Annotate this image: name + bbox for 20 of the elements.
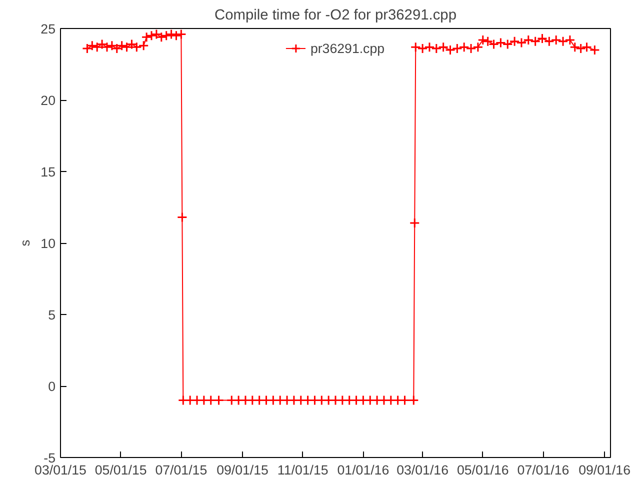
x-tick-label: 05/01/16 — [456, 462, 509, 478]
chart-title: Compile time for -O2 for pr36291.cpp — [214, 8, 456, 24]
y-tick-label: -5 — [44, 450, 56, 466]
x-tick-label: 03/01/16 — [396, 462, 448, 478]
x-tick-label: 03/01/15 — [34, 462, 86, 478]
y-tick-label: 5 — [48, 308, 56, 322]
y-tick-label: 0 — [48, 379, 56, 394]
y-tick-label: 15 — [40, 164, 56, 180]
y-tick-label: 10 — [40, 236, 56, 251]
y-axis-title: s — [18, 239, 33, 246]
legend-label: pr36291.cpp — [310, 40, 385, 56]
x-tick-label: 07/01/15 — [155, 462, 208, 478]
x-tick-label: 01/01/16 — [337, 462, 390, 478]
x-tick-label: 11/01/15 — [277, 462, 328, 478]
x-tick-label: 09/01/15 — [216, 462, 268, 478]
x-tick-label: 07/01/16 — [517, 462, 570, 478]
x-tick-label: 05/01/15 — [94, 462, 147, 478]
y-tick-label: 20 — [40, 93, 56, 108]
x-tick-label: 09/01/16 — [578, 462, 631, 478]
y-tick-label: 25 — [40, 22, 56, 36]
